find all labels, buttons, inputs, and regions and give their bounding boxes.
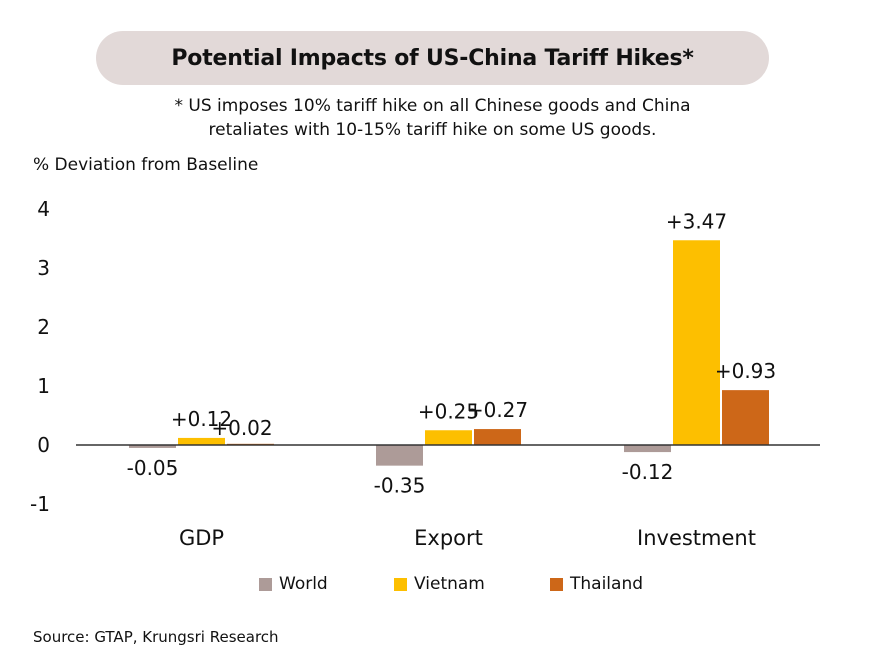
x-category-label: GDP (179, 526, 224, 550)
y-tick-label: 1 (37, 374, 50, 398)
chart-subtitle: * US imposes 10% tariff hike on all Chin… (100, 94, 765, 142)
y-tick-label: 0 (37, 433, 50, 457)
value-label: +0.02 (211, 416, 272, 440)
legend-label-world: World (279, 574, 328, 594)
bar-world-export (376, 445, 423, 466)
chart-title-banner: Potential Impacts of US-China Tariff Hik… (96, 31, 769, 85)
bar-world-gdp (129, 445, 176, 448)
bar-vietnam-export (425, 430, 472, 445)
y-tick-label: 2 (37, 315, 50, 339)
chart-title: Potential Impacts of US-China Tariff Hik… (171, 45, 694, 71)
bar-thailand-investment (722, 390, 769, 445)
legend-swatch-thailand (550, 577, 563, 591)
x-category-label: Export (414, 526, 483, 550)
y-axis-title: % Deviation from Baseline (33, 155, 258, 175)
legend-label-thailand: Thailand (570, 574, 644, 594)
value-label: -0.35 (374, 474, 426, 498)
y-tick-label: 4 (37, 197, 50, 221)
legend-item-world: World (259, 574, 328, 594)
value-label: -0.12 (622, 460, 674, 484)
subtitle-line-1: * US imposes 10% tariff hike on all Chin… (174, 96, 691, 116)
bar-chart: % Deviation from Baseline 4 3 2 1 0 -1 -0.05 +0.… (30, 155, 820, 550)
legend-swatch-world (259, 577, 272, 591)
chart-legend: World Vietnam Thailand (0, 574, 870, 598)
y-tick-label: -1 (30, 492, 50, 516)
x-category-label: Investment (637, 526, 756, 550)
bar-thailand-export (474, 429, 521, 445)
value-label: +0.93 (715, 359, 776, 383)
y-tick-label: 3 (37, 256, 50, 280)
subtitle-line-2: retaliates with 10-15% tariff hike on so… (208, 120, 657, 140)
value-label: +0.27 (467, 398, 528, 422)
bar-vietnam-gdp (178, 437, 225, 445)
value-label: +3.47 (666, 209, 727, 233)
value-label: +0.12 (171, 407, 232, 431)
value-label: -0.05 (127, 456, 179, 480)
bar-world-investment (624, 445, 671, 453)
legend-item-vietnam: Vietnam (394, 574, 485, 594)
legend-swatch-vietnam (394, 577, 407, 591)
legend-item-thailand: Thailand (550, 574, 643, 594)
value-label: +0.25 (418, 399, 479, 423)
source-note: Source: GTAP, Krungsri Research (33, 628, 279, 646)
bar-vietnam-investment (673, 240, 720, 445)
legend-label-vietnam: Vietnam (414, 574, 485, 594)
